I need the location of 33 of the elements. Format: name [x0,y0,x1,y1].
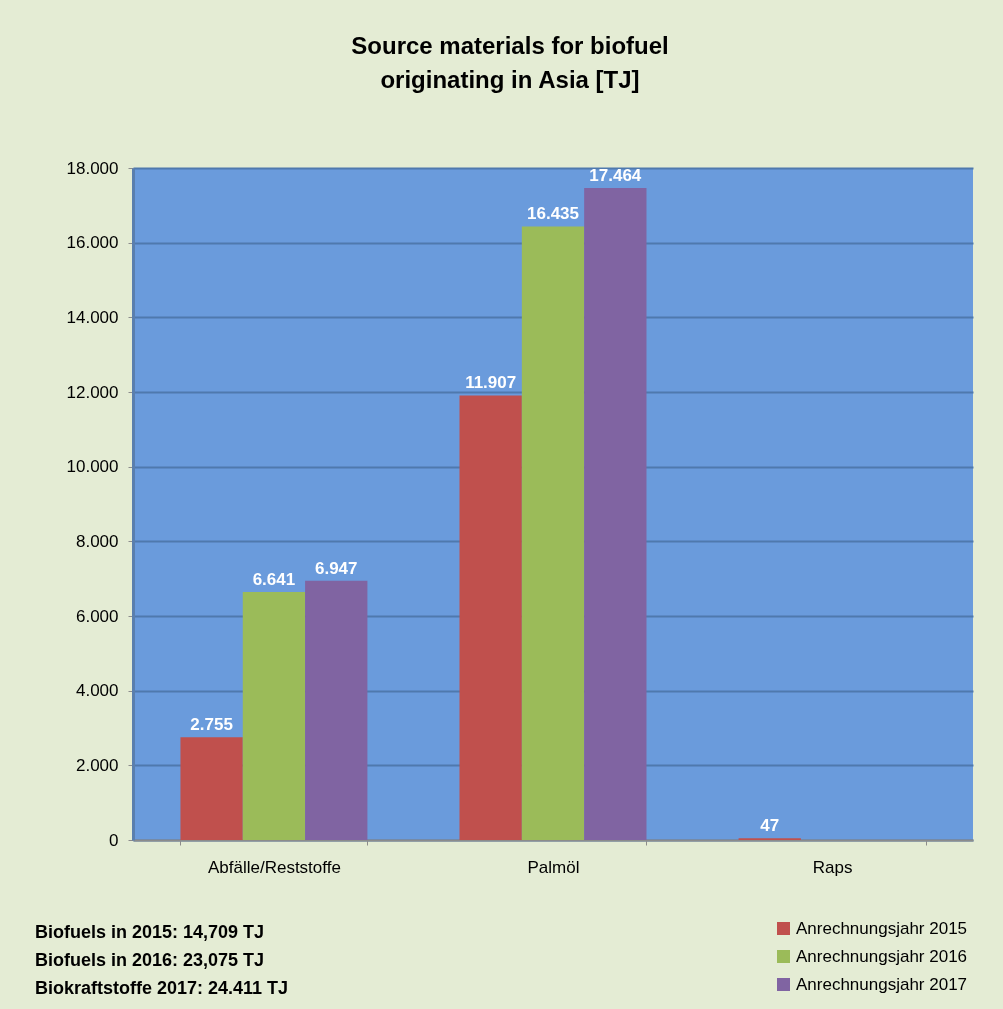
text: Biokraftstoffe 2017: 24.411 TJ [35,978,289,998]
y-tick-label: 12.000 [66,382,119,402]
x-tick-label: Palmöl [527,857,580,877]
y-tick-label: 10.000 [66,457,119,477]
bar [242,592,306,840]
bar [459,395,522,840]
legend-label: Anrechnungsjahr 2017 [796,974,968,994]
data-label: 47 [760,816,780,836]
data-label: 16.435 [527,204,579,224]
y-tick-label: 8.000 [75,531,119,551]
y-tick-label: 14.000 [66,307,119,327]
x-tick-label: Raps [812,857,853,877]
bar [584,188,647,840]
data-label: 2.755 [190,715,233,735]
x-tick-label: Abfälle/Reststoffe [207,857,341,877]
text: Biofuels in 2016: 23,075 TJ [35,950,265,970]
y-tick-label: 2.000 [75,755,119,775]
y-tick-label: 4.000 [75,681,119,701]
legend-label: Anrechnungsjahr 2016 [796,946,968,966]
bar [180,737,243,840]
y-tick-label: 18.000 [66,158,119,178]
data-label: 11.907 [465,373,517,393]
y-tick-label: 16.000 [66,233,119,253]
text: Biofuels in 2015: 14,709 TJ [35,922,265,942]
y-tick-label: 6.000 [75,606,119,626]
data-label: 6.947 [314,558,358,578]
chart-title: Source materials for biofuel originating in Asia [TJ] [351,32,669,93]
bar [305,580,368,840]
legend-label: Anrechnungsjahr 2015 [796,918,968,938]
y-tick-label: 0 [109,830,119,850]
data-label: 6.641 [252,570,296,590]
bar [521,226,585,840]
data-label: 17.464 [589,166,642,186]
